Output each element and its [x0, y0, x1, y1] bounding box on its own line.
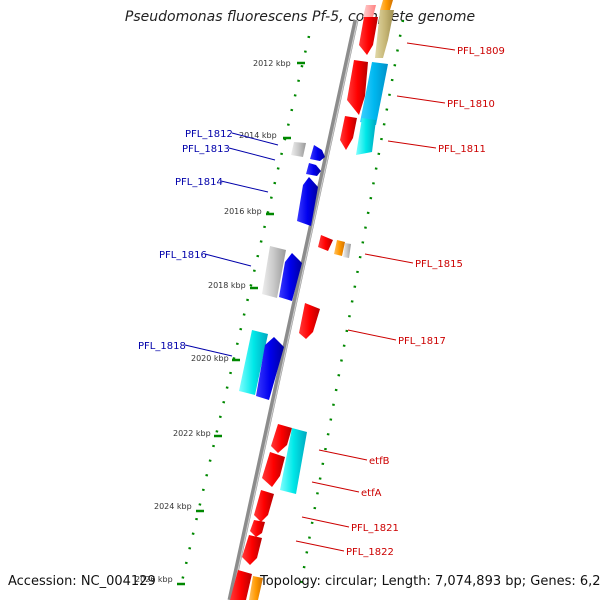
gene-label-pfl1815[interactable]: PFL_1815	[415, 259, 463, 270]
genome-backbone	[227, 19, 359, 600]
feature-pfl1818-cyan	[239, 330, 268, 395]
label-connectors-right	[295, 42, 456, 552]
feature-bottom-orange	[249, 576, 263, 600]
feature-pfl1809-khaki	[375, 10, 394, 58]
gene-label-pfl1816[interactable]: PFL_1816	[159, 250, 207, 261]
feature-top-pink	[363, 5, 376, 17]
feature-pfl1821	[254, 490, 274, 522]
gene-label-etfa[interactable]: etfA	[361, 488, 382, 499]
feature-pfl1813	[306, 163, 321, 176]
gene-label-pfl1812[interactable]: PFL_1812	[185, 129, 233, 140]
feature-top-orange	[380, 0, 393, 10]
gene-label-pfl1813[interactable]: PFL_1813	[182, 144, 230, 155]
feature-pfl1809	[359, 17, 378, 55]
feature-pfl1816	[279, 253, 302, 301]
gene-label-pfl1811[interactable]: PFL_1811	[438, 144, 486, 155]
label-connectors-left	[184, 132, 279, 357]
feature-pfl1818	[256, 337, 284, 400]
feature-pfl1815-red	[318, 235, 333, 251]
feature-etfB-cyan	[280, 428, 307, 494]
feature-pfl1812	[310, 145, 325, 161]
feature-pfl1810	[347, 60, 368, 115]
kbp-label-2022: 2022 kbp	[173, 429, 211, 438]
gc-track-outer	[178, 35, 311, 591]
gene-label-pfl1817[interactable]: PFL_1817	[398, 336, 446, 347]
topology-text: Topology: circular; Length: 7,074,893 bp…	[260, 574, 600, 589]
kbp-label-2018: 2018 kbp	[208, 281, 246, 290]
feature-pfl1815-gray	[343, 243, 351, 258]
kbp-label-2014: 2014 kbp	[239, 131, 277, 140]
kbp-label-2026: 2026 kbp	[135, 575, 173, 584]
feature-etfB	[271, 424, 292, 453]
kbp-label-2016: 2016 kbp	[224, 207, 262, 216]
feature-pfl1812-gray	[291, 142, 306, 157]
gene-label-etfb[interactable]: etfB	[369, 456, 390, 467]
kbp-label-2020: 2020 kbp	[191, 354, 229, 363]
genome-backbone-highlight	[230, 19, 359, 600]
gene-label-pfl1810[interactable]: PFL_1810	[447, 99, 495, 110]
feature-pfl1822	[242, 535, 262, 565]
feature-etfA	[262, 452, 285, 487]
gene-label-pfl1809[interactable]: PFL_1809	[457, 46, 505, 57]
reverse-strand-features	[239, 142, 325, 400]
gene-label-pfl1822[interactable]: PFL_1822	[346, 547, 394, 558]
feature-pfl1810-cyan	[360, 62, 388, 125]
kbp-ticks	[177, 61, 305, 586]
kbp-label-2012: 2012 kbp	[253, 59, 291, 68]
kbp-label-2024: 2024 kbp	[154, 502, 192, 511]
feature-pfl1814	[297, 177, 318, 226]
feature-bottom-red	[230, 570, 252, 600]
gene-label-pfl1821[interactable]: PFL_1821	[351, 523, 399, 534]
feature-pfl1821b	[250, 520, 265, 537]
feature-pfl1815-orange	[334, 240, 345, 256]
accession-text: Accession: NC_004129	[8, 574, 156, 589]
feature-pfl1811-cyan	[356, 118, 376, 155]
gene-label-pfl1818[interactable]: PFL_1818	[138, 341, 186, 352]
feature-pfl1811	[340, 116, 357, 150]
forward-strand-features	[230, 0, 394, 600]
feature-pfl1817	[299, 303, 320, 339]
feature-pfl1816-gray	[262, 246, 286, 298]
gene-label-pfl1814[interactable]: PFL_1814	[175, 177, 223, 188]
